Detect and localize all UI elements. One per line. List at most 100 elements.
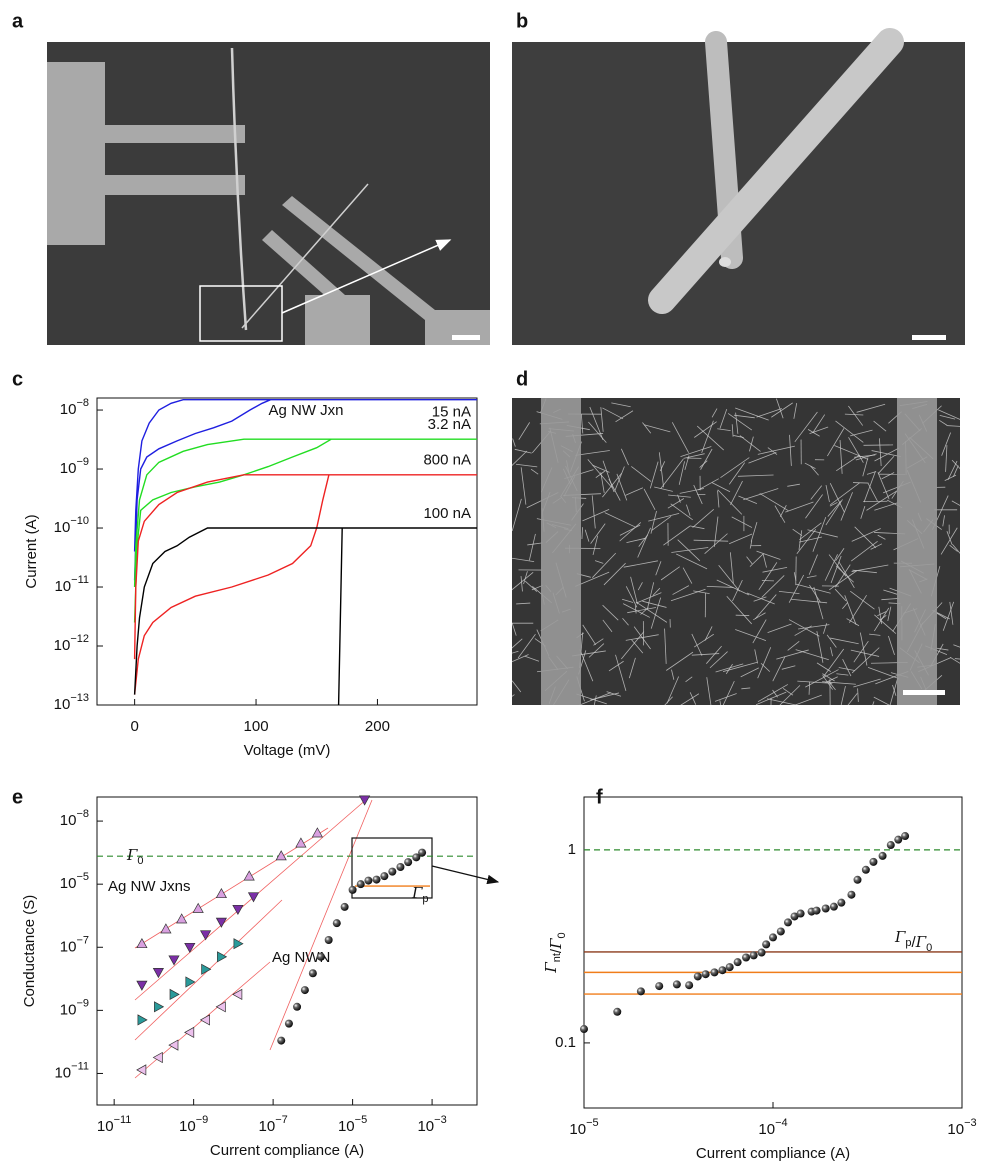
nanowire xyxy=(518,422,531,440)
nanowire xyxy=(512,498,522,532)
nanowire xyxy=(671,422,689,453)
nanowire xyxy=(735,629,767,641)
nanowire xyxy=(680,693,700,705)
annotation: Ag NW Jxns xyxy=(108,878,191,895)
nanowire xyxy=(676,553,708,570)
nanowire xyxy=(771,402,793,418)
nanowire xyxy=(637,527,651,558)
nanowire xyxy=(830,637,859,645)
nanowire xyxy=(839,440,843,474)
nanowire xyxy=(512,450,528,466)
nanowire xyxy=(719,409,728,429)
nanowire xyxy=(779,505,787,517)
nanowire xyxy=(615,654,627,692)
point xyxy=(168,955,180,966)
point xyxy=(749,951,758,960)
fit-lines xyxy=(134,797,373,1079)
nanowire xyxy=(952,544,960,554)
nanowire xyxy=(642,422,652,434)
nanowire xyxy=(652,587,661,596)
point xyxy=(718,966,727,975)
point xyxy=(184,942,196,954)
point xyxy=(215,1001,226,1013)
nanowire xyxy=(778,591,800,595)
nanowire xyxy=(746,556,753,565)
x-axis-label: Current compliance (A) xyxy=(696,1145,850,1162)
nanowire xyxy=(666,651,694,671)
point xyxy=(160,923,172,934)
nanowire xyxy=(735,412,739,434)
nanowire xyxy=(732,579,743,602)
nanowire xyxy=(799,536,823,543)
nanowire xyxy=(725,663,733,675)
nanowire xyxy=(770,697,772,705)
nanowire xyxy=(622,617,629,626)
nanowire xyxy=(808,681,811,695)
nanowire xyxy=(659,461,666,472)
nanowire xyxy=(686,504,691,516)
point xyxy=(340,902,349,911)
nanowire xyxy=(852,482,869,484)
nanowire xyxy=(587,459,613,488)
nanowire xyxy=(664,628,667,664)
nanowire xyxy=(787,483,800,487)
nanowire xyxy=(704,626,713,641)
nanowire xyxy=(717,428,731,432)
nanowire xyxy=(788,574,805,603)
nanowire xyxy=(779,685,801,705)
zoom-arrow xyxy=(431,865,500,885)
nanowire xyxy=(844,413,864,416)
nanowire xyxy=(726,595,752,625)
nanowire xyxy=(700,448,713,470)
curve-label: 100 nA xyxy=(423,505,471,522)
nanowire xyxy=(830,647,833,657)
point xyxy=(418,848,427,857)
y-tick-label: 10−8 xyxy=(60,397,89,418)
nanowire xyxy=(512,557,535,563)
point xyxy=(769,933,777,942)
nanowire xyxy=(582,624,597,646)
point xyxy=(783,918,792,927)
point xyxy=(757,948,766,957)
nanowire xyxy=(611,402,631,408)
nanowire xyxy=(719,700,722,705)
nanowire xyxy=(824,554,838,581)
y-tick-label: 10−5 xyxy=(60,871,89,892)
zoom-box xyxy=(351,837,433,899)
nanowire xyxy=(798,530,803,550)
point xyxy=(233,938,244,950)
annotation: Ag NWN xyxy=(272,949,330,966)
nanowire xyxy=(944,474,957,481)
nanowire xyxy=(602,407,624,420)
nanowire xyxy=(738,495,758,504)
nanowire xyxy=(806,575,817,578)
nanowire xyxy=(807,529,838,538)
nanowire xyxy=(794,625,812,636)
nanowire xyxy=(650,597,662,629)
nanowire xyxy=(619,522,642,542)
nanowire xyxy=(835,565,854,583)
nanowire xyxy=(706,677,712,705)
nanowire xyxy=(693,633,714,648)
nanowire xyxy=(954,658,960,660)
nanowire xyxy=(830,555,842,584)
nanowire xyxy=(588,643,605,658)
nanowire xyxy=(847,693,858,705)
nanowire xyxy=(849,595,867,623)
nanowire xyxy=(704,533,728,555)
annotation: Γp/Γ0 xyxy=(894,928,932,954)
nanowire xyxy=(591,495,596,529)
nanowire xyxy=(936,612,947,620)
nanowire xyxy=(781,665,796,670)
nanowire xyxy=(840,685,846,705)
iv-curve xyxy=(133,474,477,695)
nanowire xyxy=(838,561,855,589)
nanowire xyxy=(706,645,722,664)
nanowire xyxy=(795,583,831,594)
nanowire xyxy=(758,562,778,591)
nanowire xyxy=(739,435,761,452)
nanowire xyxy=(952,465,959,477)
nanowire xyxy=(615,410,634,423)
nanowire xyxy=(711,482,731,493)
nanowire xyxy=(602,619,613,633)
